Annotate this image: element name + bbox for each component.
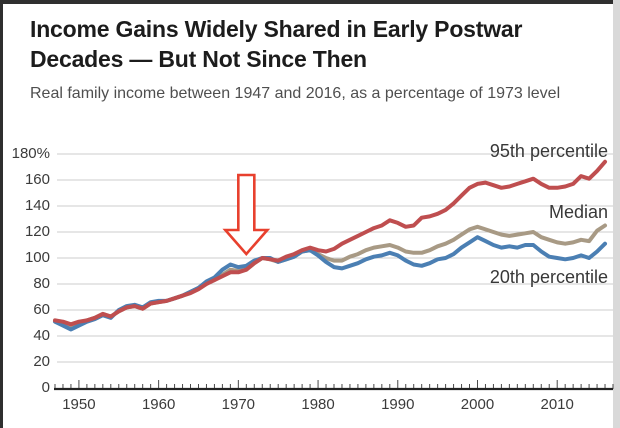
x-axis-label-1950: 1950 — [62, 396, 96, 413]
left-border — [0, 0, 3, 428]
y-axis-label-140: 140 — [24, 197, 50, 214]
top-border — [0, 0, 613, 4]
y-axis-label-20: 20 — [33, 353, 50, 370]
right-margin-strip — [613, 0, 620, 428]
x-axis-label-1980: 1980 — [301, 396, 335, 413]
x-axis-label-2000: 2000 — [460, 396, 495, 413]
y-axis-label-160: 160 — [24, 171, 50, 188]
series-label-median: Median — [548, 202, 608, 222]
y-axis-label-0: 0 — [41, 379, 50, 396]
down-arrow-annotation — [222, 173, 271, 256]
x-axis-label-2010: 2010 — [540, 396, 574, 413]
y-axis-label-40: 40 — [33, 327, 50, 344]
series-label-95th-percentile: 95th percentile — [489, 141, 608, 161]
chart-subtitle: Real family income between 1947 and 2016… — [30, 85, 561, 102]
y-axis-label-60: 60 — [33, 301, 50, 318]
chart-title-line1: Income Gains Widely Shared in Early Post… — [30, 16, 523, 42]
line-95th-percentile — [53, 159, 607, 327]
x-axis-label-1960: 1960 — [141, 396, 176, 413]
y-axis-label-120: 120 — [24, 223, 50, 240]
chart-title-line2: Decades — But Not Since Then — [30, 46, 367, 72]
chart-title: Income Gains Widely Shared in Early Post… — [30, 14, 590, 74]
y-axis-label-80: 80 — [33, 275, 50, 292]
x-axis-label-1970: 1970 — [221, 396, 256, 413]
y-axis-label-180: 180% — [11, 145, 50, 162]
series-label-20th-percentile: 20th percentile — [489, 267, 608, 287]
x-axis-label-1990: 1990 — [381, 396, 415, 413]
y-axis-label-100: 100 — [24, 249, 50, 266]
